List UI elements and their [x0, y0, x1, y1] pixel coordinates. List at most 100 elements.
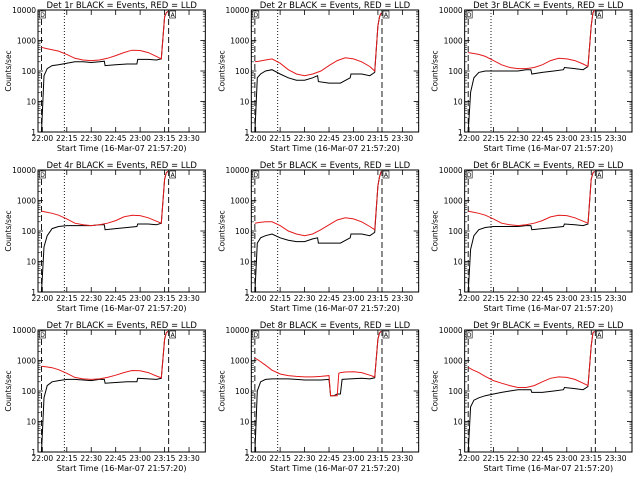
marker-box — [382, 170, 390, 179]
x-tick-label: 22:00 — [458, 454, 480, 463]
x-tick-label: 22:45 — [532, 134, 554, 143]
plot-frame — [250, 9, 420, 133]
chart-title: Det 6r BLACK = Events, RED = LLD — [473, 161, 624, 171]
marker-box — [465, 10, 473, 19]
marker-box-label: D — [254, 12, 259, 19]
y-tick-label: 1 — [31, 288, 36, 297]
series-lld-line — [467, 331, 595, 388]
x-tick-label: 23:00 — [129, 294, 151, 303]
marker-box-label: D — [40, 172, 45, 179]
y-tick-label: 10000 — [12, 6, 36, 15]
x-axis-label: Start Time (16-Mar-07 21:57:20) — [57, 304, 187, 313]
y-axis-label: Counts/sec — [4, 370, 13, 411]
y-tick-label: 10000 — [225, 6, 249, 15]
series-lld-line — [254, 12, 382, 77]
x-tick-label: 23:15 — [580, 134, 602, 143]
x-tick-label: 22:45 — [318, 294, 340, 303]
x-tick-label: 23:00 — [556, 294, 578, 303]
x-tick-label: 22:00 — [245, 134, 267, 143]
x-tick-label: 22:15 — [56, 454, 78, 463]
chart-title: Det 9r BLACK = Events, RED = LLD — [473, 321, 624, 331]
y-tick-label: 1 — [245, 128, 250, 137]
marker-box — [596, 330, 603, 339]
marker-box-label: A — [597, 12, 602, 19]
y-tick-label: 10 — [26, 98, 36, 107]
x-tick-label: 22:00 — [32, 294, 54, 303]
y-tick-label: 1 — [245, 448, 250, 457]
y-tick-label: 1000 — [230, 37, 249, 46]
marker-box-label: A — [384, 332, 389, 339]
series-events-line — [254, 331, 382, 453]
x-tick-label: 23:00 — [343, 454, 365, 463]
x-tick-label: 23:15 — [367, 294, 389, 303]
marker-box-label: A — [384, 172, 389, 179]
x-tick-label: 22:45 — [318, 134, 340, 143]
y-tick-label: 10000 — [439, 326, 463, 335]
marker-box — [252, 10, 260, 19]
x-tick-label: 23:15 — [580, 454, 602, 463]
x-tick-label: 22:15 — [269, 294, 291, 303]
x-tick-label: 23:15 — [367, 454, 389, 463]
series-lld-line — [41, 171, 169, 227]
chart-panel-8: Det 8r BLACK = Events, RED = LLD 1 10 100 10… — [217, 321, 420, 473]
y-tick-label: 100 — [448, 227, 463, 236]
marker-box — [169, 10, 176, 19]
x-tick-label: 23:30 — [605, 294, 627, 303]
y-tick-label: 1 — [458, 288, 463, 297]
series-lld-line — [468, 9, 595, 70]
x-tick-label: 22:00 — [245, 294, 267, 303]
marker-box — [39, 10, 46, 19]
series-events-line — [467, 331, 595, 453]
y-tick-label: 100 — [22, 227, 37, 236]
marker-box — [382, 10, 390, 19]
plot-frame — [464, 329, 633, 453]
marker-box — [169, 330, 176, 339]
marker-box-label: D — [467, 172, 472, 179]
marker-box-label: A — [171, 332, 176, 339]
x-tick-label: 23:30 — [178, 454, 200, 463]
x-tick-label: 23:15 — [154, 134, 176, 143]
x-tick-label: 23:30 — [605, 134, 627, 143]
x-tick-label: 22:15 — [56, 134, 78, 143]
x-tick-label: 22:30 — [80, 454, 102, 463]
x-axis-label: Start Time (16-Mar-07 21:57:20) — [57, 464, 187, 473]
y-axis-label: Counts/sec — [217, 370, 226, 411]
series-events-line — [467, 9, 595, 133]
series-events-line — [41, 11, 169, 133]
x-tick-label: 23:30 — [392, 134, 414, 143]
x-tick-label: 22:45 — [105, 294, 127, 303]
marker-box — [39, 330, 46, 339]
y-axis-label: Counts/sec — [4, 210, 13, 251]
x-tick-label: 22:30 — [507, 454, 529, 463]
x-tick-label: 22:00 — [458, 294, 480, 303]
y-tick-label: 1 — [31, 128, 36, 137]
x-tick-label: 23:30 — [178, 134, 200, 143]
plot-frame — [37, 329, 206, 453]
x-axis-label: Start Time (16-Mar-07 21:57:20) — [484, 464, 614, 473]
y-tick-label: 1000 — [230, 357, 249, 366]
x-tick-label: 23:00 — [129, 134, 151, 143]
marker-box-label: A — [384, 12, 389, 19]
y-axis-label: Counts/sec — [4, 50, 13, 91]
plot-frame — [250, 329, 420, 453]
y-tick-label: 1000 — [444, 37, 463, 46]
marker-box — [465, 170, 473, 179]
y-tick-label: 1000 — [444, 197, 463, 206]
x-tick-label: 22:15 — [483, 294, 505, 303]
marker-box — [169, 170, 176, 179]
chart-title: Det 8r BLACK = Events, RED = LLD — [260, 321, 411, 331]
marker-box-label: A — [171, 12, 176, 19]
plot-frame — [464, 169, 633, 293]
y-axis-label: Counts/sec — [217, 50, 226, 91]
x-tick-label: 23:00 — [343, 134, 365, 143]
chart-title: Det 3r BLACK = Events, RED = LLD — [473, 1, 624, 11]
series-lld-line — [254, 331, 382, 397]
x-tick-label: 23:00 — [343, 294, 365, 303]
y-tick-label: 10 — [240, 258, 250, 267]
y-tick-label: 10000 — [225, 326, 249, 335]
x-tick-label: 22:00 — [32, 454, 54, 463]
marker-box-label: D — [254, 332, 259, 339]
x-tick-label: 22:30 — [507, 134, 529, 143]
y-tick-label: 100 — [448, 67, 463, 76]
